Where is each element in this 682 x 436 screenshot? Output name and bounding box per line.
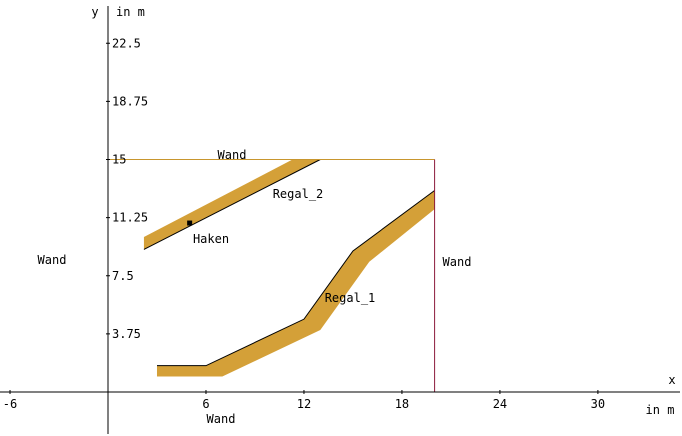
- y-tick-label: 15: [112, 153, 126, 167]
- x-tick-label: 12: [297, 397, 311, 411]
- x-axis-unit: in m: [646, 403, 675, 417]
- y-tick-label: 18.75: [112, 94, 148, 108]
- shelf-regal-2-edge: [143, 159, 321, 250]
- y-tick-label: 11.25: [112, 211, 148, 225]
- y-tick-label: 7.5: [112, 269, 134, 283]
- shelf-label-regal-2: Regal_2: [273, 187, 324, 201]
- shelf-label-regal-1: Regal_1: [325, 291, 376, 305]
- wall-label-bottom: Wand: [207, 412, 236, 426]
- wall-label-right: Wand: [443, 255, 472, 269]
- y-axis-label: y: [91, 5, 98, 19]
- wall-label-top: Wand: [218, 148, 247, 162]
- x-tick-label: 24: [493, 397, 507, 411]
- point-haken-marker: [187, 220, 193, 226]
- y-tick-label: 22.5: [112, 36, 141, 50]
- x-tick-label: 6: [202, 397, 209, 411]
- x-axis-label: x: [668, 373, 675, 387]
- shelf-regal-1-edge: [156, 190, 435, 367]
- shelf-regal-1: [156, 190, 435, 377]
- y-axis-unit: in m: [116, 5, 145, 19]
- x-tick-label: 30: [591, 397, 605, 411]
- x-tick-label: 18: [395, 397, 409, 411]
- point-label-haken: Haken: [193, 232, 229, 246]
- x-tick-label: -6: [3, 397, 17, 411]
- wall-label-left: Wand: [38, 253, 67, 267]
- y-tick-label: 3.75: [112, 327, 141, 341]
